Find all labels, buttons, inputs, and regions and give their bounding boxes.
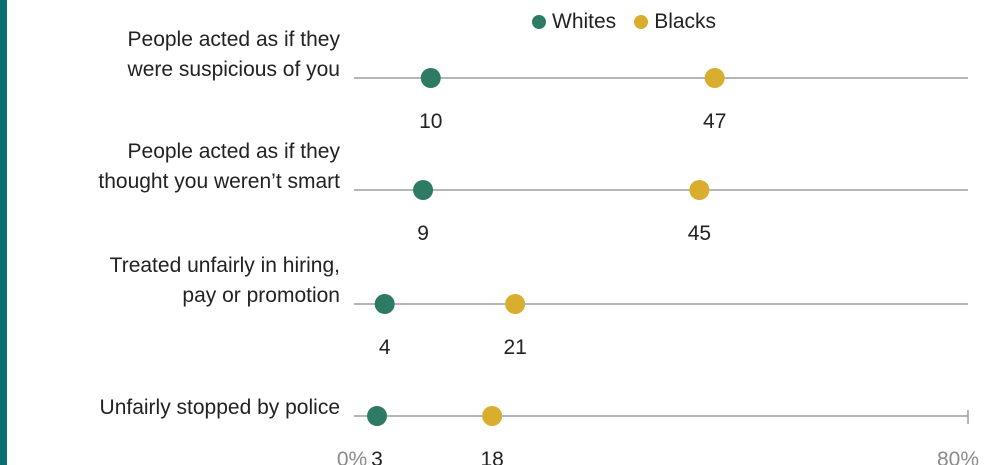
category-label-2: People acted as if they thought you weren… <box>10 137 340 197</box>
dot-blacks-3 <box>505 294 526 314</box>
category-label-line: Treated unfairly in hiring, <box>109 254 340 277</box>
legend-dot-blacks <box>634 15 649 29</box>
dot-blacks-1 <box>704 68 725 88</box>
dot-blacks-4 <box>482 406 503 426</box>
legend-item-blacks: Blacks <box>634 10 716 34</box>
dot-whites-2 <box>413 180 434 200</box>
dot-whites-1 <box>420 68 441 88</box>
category-label-3: Treated unfairly in hiring, pay or promot… <box>10 251 340 311</box>
x-tick-label-80: 80% <box>937 448 979 465</box>
value-label-blacks-3: 21 <box>503 336 526 359</box>
accent-bar <box>0 0 7 465</box>
value-label-blacks-4: 18 <box>480 448 503 465</box>
dot-blacks-2 <box>689 180 710 200</box>
legend-item-whites: Whites <box>532 10 616 34</box>
value-label-blacks-1: 47 <box>703 110 726 133</box>
value-label-whites-1: 10 <box>419 110 442 133</box>
legend-dot-whites <box>532 15 546 29</box>
legend: Whites Blacks <box>532 10 734 34</box>
category-label-4: Unfairly stopped by police <box>10 393 340 423</box>
category-label-line: pay or promotion <box>182 284 340 307</box>
dot-whites-3 <box>374 294 395 314</box>
category-label-line: People acted as if they <box>127 140 340 163</box>
value-label-blacks-2: 45 <box>688 222 711 245</box>
value-label-whites-2: 9 <box>417 222 429 245</box>
legend-label-blacks: Blacks <box>654 10 717 33</box>
x-tick-label-0: 0% <box>337 448 367 465</box>
value-label-whites-3: 4 <box>379 336 391 359</box>
category-label-line: were suspicious of you <box>127 58 340 81</box>
category-label-line: People acted as if they <box>127 28 340 51</box>
category-label-line: Unfairly stopped by police <box>99 396 340 419</box>
category-label-1: People acted as if they were suspicious o… <box>10 25 340 85</box>
dot-whites-4 <box>367 406 388 426</box>
value-label-whites-4: 3 <box>371 448 383 465</box>
category-label-line: thought you weren’t smart <box>98 170 340 193</box>
legend-label-whites: Whites <box>552 10 617 33</box>
